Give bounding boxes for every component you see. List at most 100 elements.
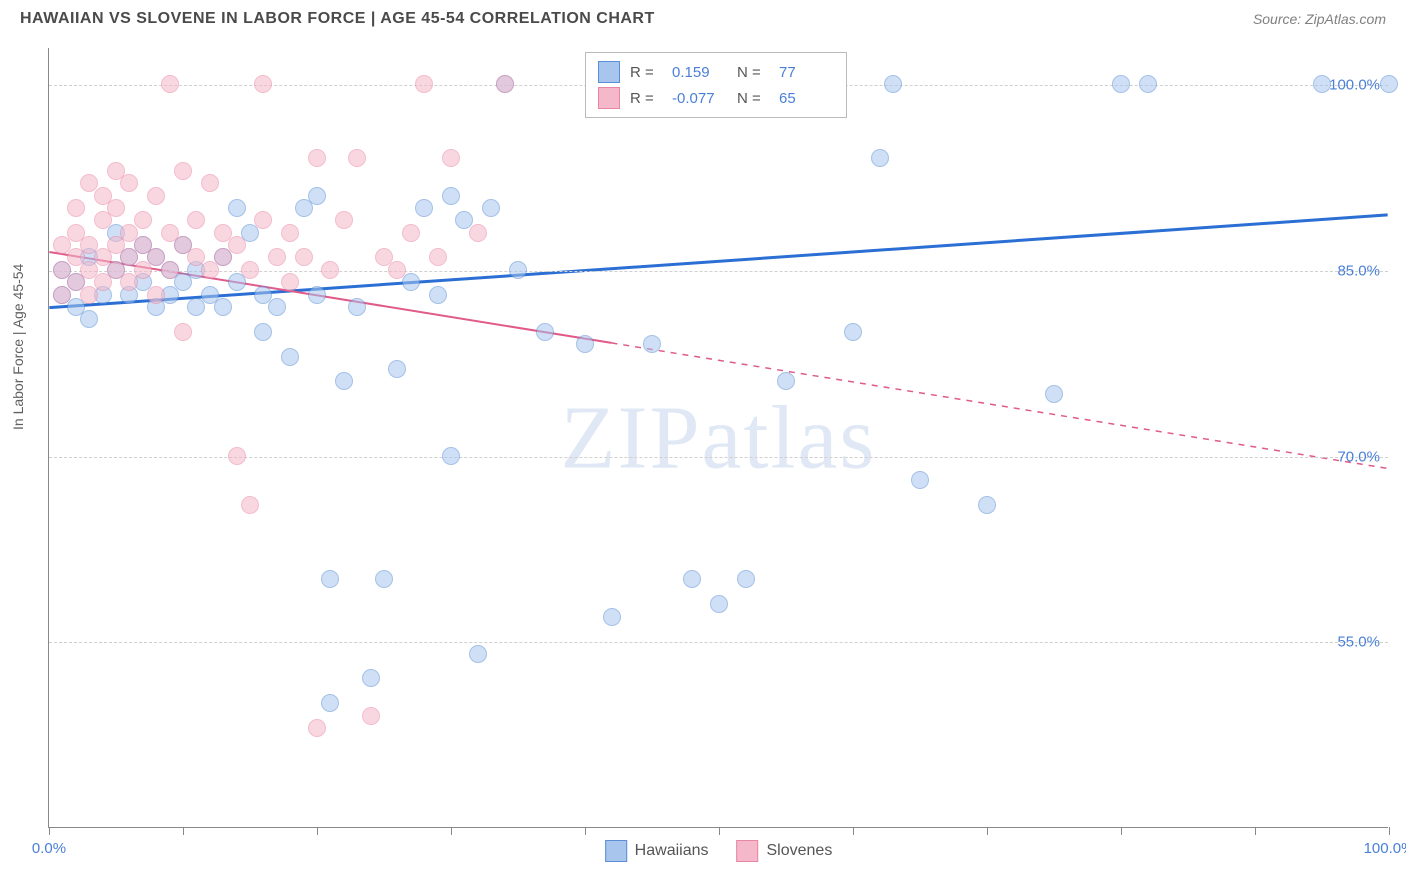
scatter-point [737,570,755,588]
scatter-point [295,248,313,266]
scatter-point [308,187,326,205]
scatter-point [187,211,205,229]
x-tick [719,827,720,835]
trend-lines-layer [49,48,1388,827]
legend-swatch [598,61,620,83]
y-tick-label: 100.0% [1329,77,1380,94]
scatter-point [107,199,125,217]
scatter-point [362,669,380,687]
legend-r-value: -0.077 [672,90,727,107]
legend-r-value: 0.159 [672,64,727,81]
scatter-point [214,298,232,316]
legend-swatch [605,840,627,862]
scatter-point [683,570,701,588]
scatter-point [174,323,192,341]
scatter-point [268,298,286,316]
scatter-point [321,570,339,588]
gridline-h [49,457,1388,458]
x-tick [451,827,452,835]
y-axis-label: In Labor Force | Age 45-54 [10,264,26,430]
scatter-point [388,261,406,279]
x-tick [183,827,184,835]
scatter-point [254,323,272,341]
x-tick [317,827,318,835]
x-tick [1255,827,1256,835]
scatter-point [509,261,527,279]
scatter-point [496,75,514,93]
source-label: Source: ZipAtlas.com [1253,11,1386,27]
scatter-point [469,645,487,663]
scatter-point [388,360,406,378]
scatter-point [469,224,487,242]
series-legend-label: Slovenes [766,842,832,860]
scatter-point [254,75,272,93]
scatter-point [710,595,728,613]
chart-title: HAWAIIAN VS SLOVENE IN LABOR FORCE | AGE… [20,10,655,28]
scatter-point [402,273,420,291]
scatter-point [348,149,366,167]
scatter-point [1139,75,1157,93]
legend-swatch [598,87,620,109]
scatter-point [1112,75,1130,93]
scatter-point [643,335,661,353]
scatter-point [1313,75,1331,93]
legend-swatch [736,840,758,862]
x-tick [1389,827,1390,835]
series-legend-label: Hawaiians [635,842,709,860]
scatter-point [161,75,179,93]
legend-r-label: R = [630,64,662,81]
scatter-point [308,719,326,737]
legend-row: R =0.159N =77 [598,59,834,85]
scatter-point [308,286,326,304]
x-tick [585,827,586,835]
scatter-point [335,211,353,229]
series-legend: Hawaiians Slovenes [605,840,833,862]
scatter-point [335,372,353,390]
scatter-point [375,570,393,588]
scatter-point [134,211,152,229]
x-tick [853,827,854,835]
scatter-point [67,199,85,217]
scatter-point [348,298,366,316]
scatter-point [120,174,138,192]
scatter-point [241,261,259,279]
x-tick-label: 0.0% [32,840,66,857]
scatter-point [80,310,98,328]
scatter-point [228,447,246,465]
scatter-point [147,286,165,304]
trend-line-dashed [611,343,1387,469]
scatter-point [308,149,326,167]
scatter-point [241,496,259,514]
gridline-h [49,642,1388,643]
series-legend-item: Hawaiians [605,840,709,862]
y-tick-label: 85.0% [1337,262,1380,279]
scatter-point [228,236,246,254]
scatter-point [482,199,500,217]
legend-row: R = -0.077 N = 65 [598,85,834,111]
y-tick-label: 55.0% [1337,634,1380,651]
x-tick [1121,827,1122,835]
legend-n-label: N = [737,90,769,107]
scatter-point [442,149,460,167]
scatter-point [228,199,246,217]
scatter-point [281,273,299,291]
scatter-point [1380,75,1398,93]
scatter-point [402,224,420,242]
scatter-point [254,211,272,229]
scatter-point [161,261,179,279]
plot-area: ZIPatlas 55.0%70.0%85.0%100.0%0.0%100.0%… [48,48,1388,828]
scatter-point [321,694,339,712]
legend-r-label: R = [630,90,662,107]
correlation-legend: R =0.159N =77R =-0.077N =65 [585,52,847,118]
series-legend-item: Slovenes [736,840,832,862]
scatter-point [884,75,902,93]
scatter-point [147,187,165,205]
scatter-point [415,199,433,217]
x-tick [987,827,988,835]
scatter-point [536,323,554,341]
legend-n-value: 65 [779,90,834,107]
legend-n-label: N = [737,64,769,81]
scatter-point [321,261,339,279]
y-tick-label: 70.0% [1337,448,1380,465]
x-tick [49,827,50,835]
